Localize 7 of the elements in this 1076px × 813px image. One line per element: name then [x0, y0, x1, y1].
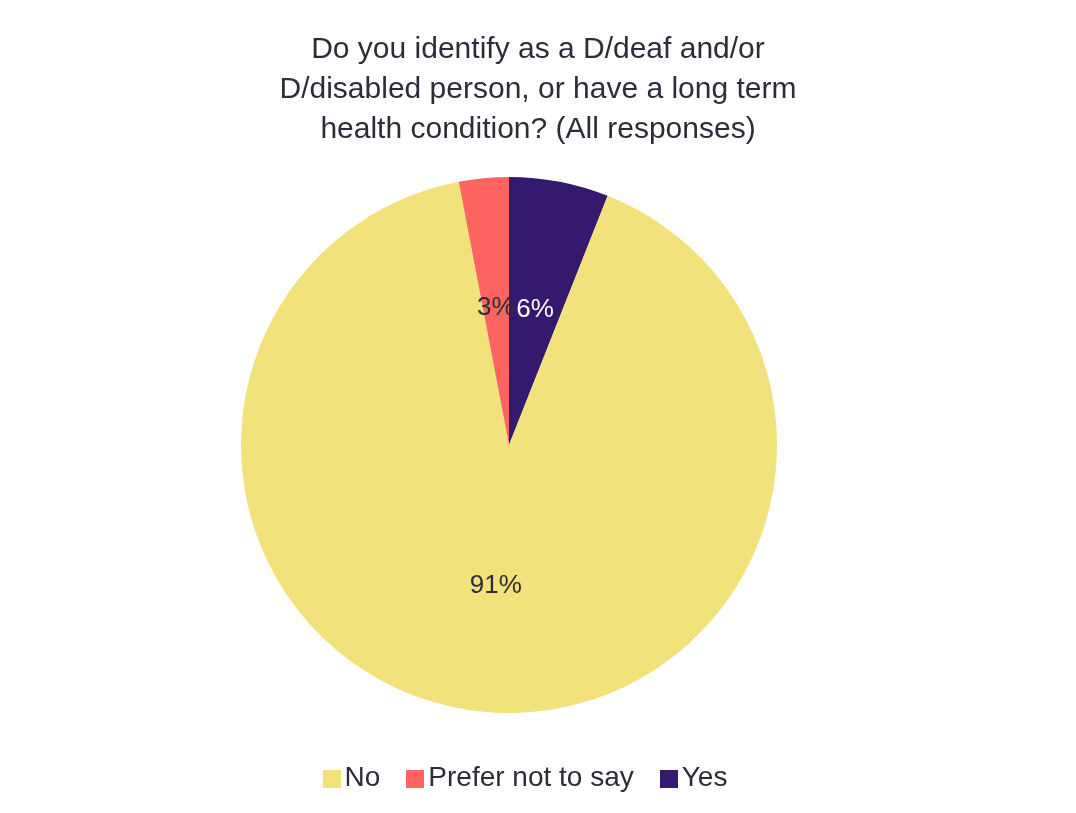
legend-label: No: [344, 761, 381, 792]
chart-title: Do you identify as a D/deaf and/or D/disabled person, or have a long term health condition? (All responses): [278, 30, 798, 146]
legend-label: Prefer not to say: [428, 761, 634, 792]
legend-label: Yes: [681, 761, 728, 792]
data-label: 6%: [516, 293, 554, 324]
pie-slice: [241, 181, 777, 713]
data-label: 91%: [469, 568, 522, 599]
